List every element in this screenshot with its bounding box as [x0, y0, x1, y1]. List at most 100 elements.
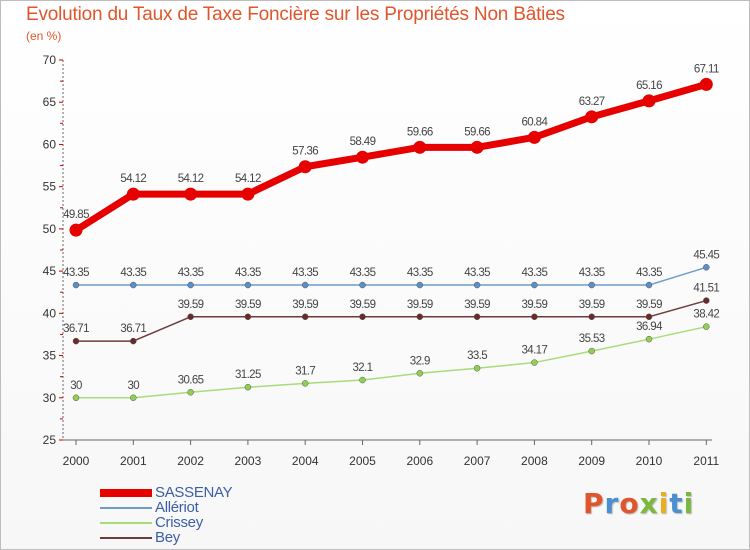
data-label: 49.85 [63, 209, 89, 221]
data-label: 39.59 [350, 299, 376, 311]
logo-letter: o [619, 487, 640, 520]
data-point [356, 150, 369, 164]
legend-label: Bey [155, 529, 180, 546]
data-label: 65.16 [636, 80, 662, 92]
chart-title: Evolution du Taux de Taxe Foncière sur l… [26, 4, 565, 25]
legend-item-bey: Bey [100, 530, 232, 545]
x-tick-label: 2002 [177, 454, 204, 468]
data-point [130, 281, 137, 289]
data-label: 39.59 [579, 299, 605, 311]
data-point [72, 281, 80, 289]
data-label: 31.7 [295, 365, 315, 377]
data-point [645, 281, 653, 289]
data-label: 59.66 [407, 126, 433, 138]
data-label: 32.1 [353, 362, 373, 374]
data-label: 38.42 [693, 309, 719, 321]
y-tick-label: 25 [43, 433, 57, 447]
data-label: 43.35 [235, 267, 261, 279]
x-tick-label: 2003 [235, 454, 262, 468]
x-tick-label: 2004 [292, 454, 319, 468]
data-point [588, 281, 595, 289]
data-point [470, 140, 484, 154]
data-label: 36.71 [63, 323, 89, 335]
legend-swatch [100, 488, 152, 497]
proxiti-logo: Proxiti [583, 487, 694, 520]
data-label: 45.45 [693, 249, 719, 261]
data-point [301, 281, 309, 289]
data-point [642, 94, 656, 108]
data-point [473, 281, 481, 289]
data-label: 39.59 [464, 299, 490, 311]
legend-item-allériot: Allériot [100, 500, 232, 515]
data-point [413, 140, 427, 154]
data-label: 59.66 [464, 126, 490, 138]
series-line-allériot [75, 266, 708, 286]
data-label: 43.35 [63, 267, 89, 279]
legend-item-sassenay: SASSENAY [100, 484, 233, 501]
data-label: 63.27 [579, 96, 605, 108]
data-point [527, 130, 541, 144]
y-tick-label: 70 [43, 53, 57, 67]
legend-label: Crissey [155, 514, 203, 531]
data-point [359, 281, 366, 289]
data-point [187, 389, 194, 396]
data-point [645, 313, 653, 321]
logo-letter: i [658, 487, 670, 520]
data-label: 43.35 [579, 267, 605, 279]
data-label: 33.5 [467, 350, 487, 362]
data-label: 54.12 [120, 173, 146, 185]
x-tick-label: 2007 [464, 454, 491, 468]
data-point [244, 383, 252, 391]
legend-item-crissey: Crissey [100, 515, 232, 530]
x-tick-label: 2001 [120, 454, 147, 468]
data-label: 31.25 [235, 369, 261, 381]
logo-letter: x [639, 487, 659, 520]
data-point [244, 281, 252, 289]
data-point [301, 313, 309, 321]
legend-label: Allériot [155, 499, 199, 516]
data-point [588, 347, 595, 355]
x-tick-label: 2008 [521, 454, 548, 468]
data-label: 30 [128, 380, 140, 392]
data-point [531, 359, 538, 366]
data-label: 34.17 [522, 345, 548, 357]
data-label: 43.35 [464, 267, 490, 279]
data-label: 30.65 [178, 374, 204, 386]
data-point [359, 313, 366, 321]
data-point [703, 323, 710, 330]
data-point [126, 187, 140, 201]
data-label: 67.11 [694, 63, 719, 75]
y-tick-label: 50 [43, 222, 57, 236]
data-label: 30 [70, 380, 82, 392]
data-label: 39.59 [522, 299, 548, 311]
data-point [130, 394, 137, 402]
series-lines [72, 80, 710, 399]
data-point [585, 110, 599, 124]
x-tick-label: 2000 [63, 454, 90, 468]
y-tick-label: 30 [43, 391, 57, 405]
data-point [699, 77, 713, 91]
data-label: 43.35 [292, 267, 318, 279]
data-label: 60.84 [522, 116, 549, 128]
data-point [187, 313, 194, 321]
y-tick-label: 55 [43, 180, 57, 194]
logo-letter: t [669, 487, 684, 520]
series-line-bey [75, 299, 708, 342]
data-point [244, 313, 252, 321]
legend-swatch [100, 536, 152, 539]
data-point [473, 364, 481, 372]
data-point [703, 297, 710, 304]
data-label: 39.59 [636, 299, 662, 311]
data-point [69, 223, 83, 237]
data-label: 36.94 [636, 321, 663, 333]
data-label: 39.59 [407, 299, 433, 311]
data-label: 35.53 [579, 333, 605, 345]
data-point [184, 187, 198, 201]
data-label: 41.51 [693, 283, 719, 295]
data-label: 39.59 [235, 299, 261, 311]
legend-label: SASSENAY [155, 484, 233, 501]
x-tick-label: 2005 [349, 454, 376, 468]
data-point [298, 160, 312, 174]
